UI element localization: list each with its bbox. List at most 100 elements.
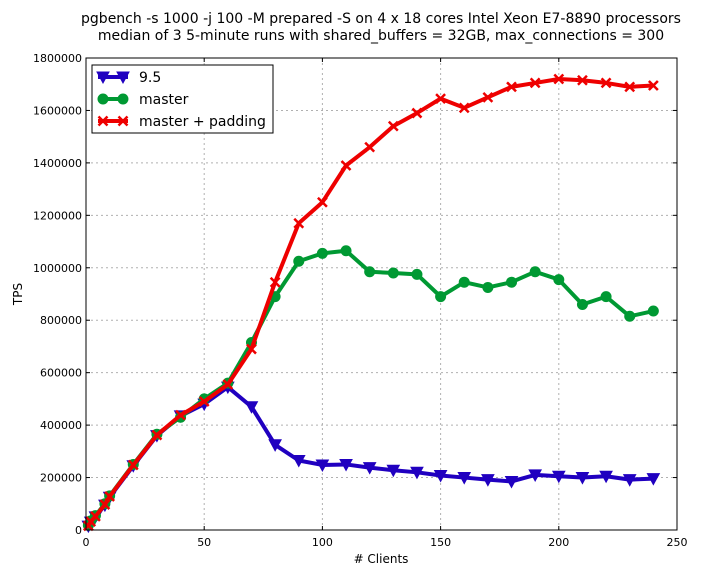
x-marker (600, 77, 612, 89)
triangle-marker (622, 474, 637, 487)
legend-label: master (139, 92, 189, 108)
y-tick-label: 1600000 (33, 104, 82, 117)
y-tick-label: 1400000 (33, 157, 82, 170)
triangle-marker (244, 401, 259, 414)
x-marker (411, 107, 423, 119)
legend: 9.5 master master + padding (91, 64, 274, 134)
legend-entry: 9.5 (96, 70, 161, 86)
circle-marker (340, 245, 352, 257)
circle-marker (553, 274, 565, 286)
x-marker-stroke (127, 459, 139, 471)
x-marker (99, 499, 111, 510)
x-marker (198, 396, 210, 407)
circle-marker (387, 267, 399, 279)
triangle-marker (96, 71, 110, 85)
triangle-marker (116, 71, 130, 85)
triangle-marker (457, 472, 472, 485)
x-marker (624, 81, 636, 93)
circle-marker (506, 276, 518, 288)
x-marker-stroke (317, 196, 328, 208)
x-marker-stroke (387, 120, 399, 132)
series-line (86, 385, 654, 528)
x-marker (127, 459, 139, 471)
x-marker-stroke (411, 107, 423, 119)
x-marker (364, 141, 376, 153)
circle-marker (458, 276, 470, 288)
x-tick-label: 250 (667, 536, 688, 549)
legend-label: master + padding (139, 114, 266, 130)
x-marker-stroke (506, 81, 517, 93)
x-marker (269, 276, 281, 288)
y-tick-label: 1000000 (33, 262, 82, 275)
circle-marker (600, 291, 612, 303)
x-marker-stroke (435, 93, 446, 105)
series-master-padding (82, 73, 659, 532)
x-marker-stroke (151, 429, 163, 441)
x-marker (506, 81, 517, 93)
series-line (86, 76, 654, 527)
triangle-marker (291, 455, 306, 468)
circle-marker (576, 298, 588, 310)
x-marker (293, 217, 305, 229)
x-marker (577, 74, 588, 86)
x-tick-label: 0 (83, 536, 90, 549)
triangle-marker (504, 475, 519, 489)
circle-marker (529, 266, 541, 278)
x-marker-stroke (104, 491, 116, 502)
chart-title-line1: pgbench -s 1000 -j 100 -M prepared -S on… (81, 11, 681, 27)
x-marker (482, 91, 494, 103)
x-marker-stroke (482, 91, 494, 103)
triangle-marker (433, 469, 448, 483)
x-marker-stroke (97, 115, 109, 127)
x-marker-stroke (175, 409, 186, 421)
x-marker-stroke (90, 510, 101, 522)
circle-marker (482, 281, 494, 293)
x-marker-stroke (364, 141, 376, 153)
triangle-marker (551, 470, 566, 484)
x-marker (175, 409, 186, 421)
x-marker-stroke (577, 74, 588, 86)
x-marker-stroke (340, 160, 352, 171)
triangle-marker (315, 459, 330, 473)
x-marker (553, 73, 565, 85)
circle-marker (435, 291, 447, 303)
x-marker-stroke (647, 80, 659, 91)
circle-marker (411, 268, 423, 280)
triangle-marker (339, 458, 353, 472)
x-marker-stroke (624, 81, 636, 93)
x-marker-stroke (529, 77, 541, 89)
x-marker-stroke (99, 499, 111, 510)
circle-marker (647, 305, 659, 317)
x-tick-label: 100 (312, 536, 333, 549)
x-marker-stroke (198, 396, 210, 407)
triangle-marker (599, 470, 613, 484)
series-line (86, 248, 654, 527)
legend-label: 9.5 (139, 70, 161, 86)
x-marker-stroke (458, 102, 470, 114)
plot-area (85, 57, 678, 531)
x-marker (529, 77, 541, 89)
y-tick-label: 200000 (40, 472, 82, 485)
triangle-marker (646, 473, 661, 486)
x-marker (435, 93, 446, 105)
x-axis-label: # Clients (354, 552, 409, 566)
x-tick-label: 200 (548, 536, 569, 549)
x-marker (340, 160, 352, 171)
circle-marker (624, 310, 636, 322)
y-axis-label: TPS (11, 283, 25, 306)
x-marker (97, 115, 109, 127)
x-marker-stroke (222, 379, 234, 390)
x-marker (387, 120, 399, 132)
triangle-marker (268, 439, 282, 452)
circle-marker (364, 266, 376, 278)
y-tick-label: 600000 (40, 367, 82, 380)
x-marker-stroke (293, 217, 305, 229)
circle-marker (293, 255, 305, 267)
x-marker-stroke (600, 77, 612, 89)
ticks: 0 50 100 150 200 250 0 200000 400000 600000 800000… (33, 52, 688, 549)
triangle-marker (410, 466, 424, 480)
y-tick-label: 0 (75, 524, 82, 537)
y-tick-label: 1800000 (33, 52, 82, 65)
legend-entry: master (97, 92, 189, 108)
